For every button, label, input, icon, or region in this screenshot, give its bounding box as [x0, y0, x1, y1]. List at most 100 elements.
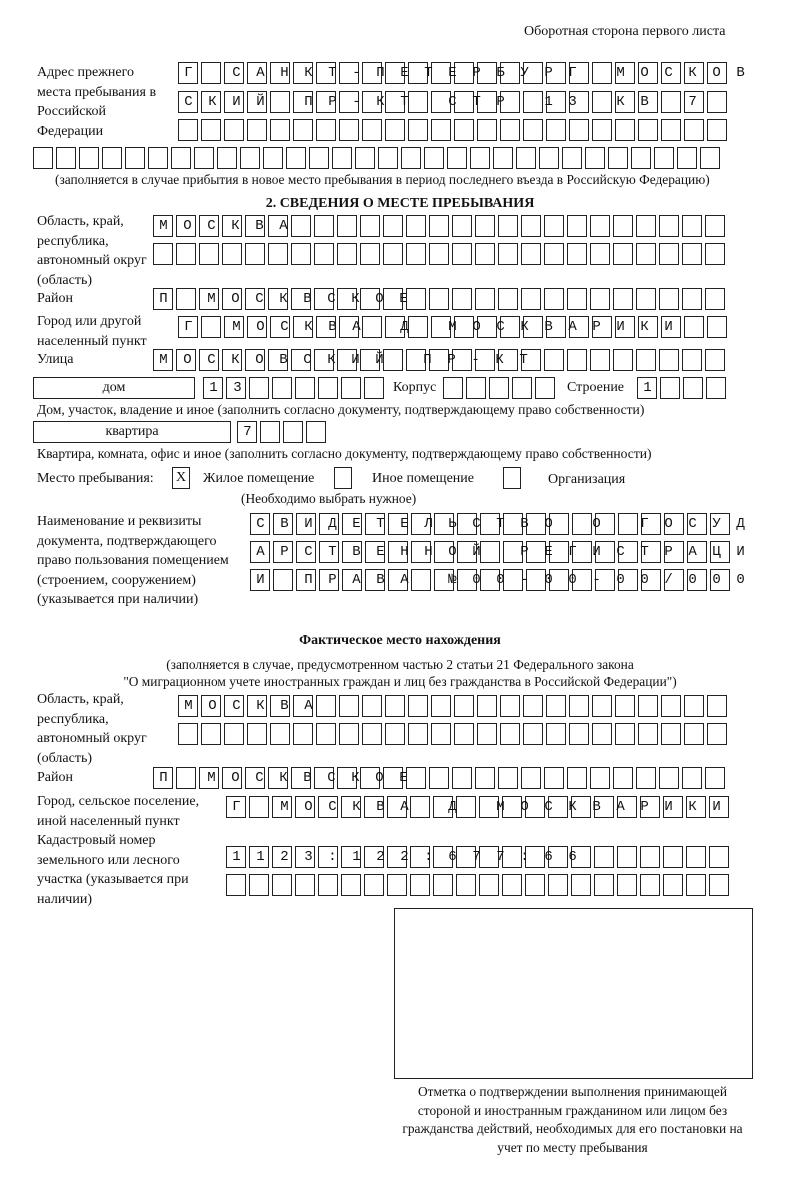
char-cell[interactable] [613, 767, 633, 789]
char-cell[interactable] [362, 723, 382, 745]
char-cell[interactable] [709, 846, 729, 868]
char-cell[interactable] [590, 288, 610, 310]
char-cell[interactable] [291, 767, 311, 789]
char-cell[interactable] [705, 243, 725, 265]
char-cell[interactable] [226, 874, 246, 896]
char-cell[interactable] [700, 147, 720, 169]
char-cell[interactable] [592, 695, 612, 717]
char-cell[interactable] [408, 119, 428, 141]
char-cell[interactable] [364, 846, 384, 868]
char-cell[interactable] [638, 723, 658, 745]
char-cell[interactable] [341, 796, 361, 818]
char-cell[interactable] [406, 288, 426, 310]
char-cell[interactable] [316, 695, 336, 717]
char-cell[interactable] [295, 874, 315, 896]
checkbox-residential[interactable]: X [172, 467, 190, 489]
char-cell[interactable] [615, 91, 635, 113]
char-cell[interactable] [546, 316, 566, 338]
apartment-type-field[interactable]: квартира [33, 421, 231, 443]
char-cell[interactable] [431, 316, 451, 338]
char-cell[interactable] [544, 767, 564, 789]
char-cell[interactable] [477, 695, 497, 717]
char-cell[interactable] [503, 541, 523, 563]
char-cell[interactable] [661, 695, 681, 717]
char-cell[interactable] [638, 316, 658, 338]
char-cell[interactable] [480, 569, 500, 591]
char-cell[interactable] [686, 874, 706, 896]
char-cell[interactable] [387, 874, 407, 896]
char-cell[interactable] [595, 541, 615, 563]
char-cell[interactable] [663, 874, 683, 896]
char-cell[interactable] [337, 767, 357, 789]
char-cell[interactable] [318, 846, 338, 868]
char-cell[interactable] [341, 874, 361, 896]
char-cell[interactable] [362, 91, 382, 113]
char-cell[interactable] [431, 119, 451, 141]
char-cell[interactable] [176, 349, 196, 371]
char-cell[interactable] [306, 421, 326, 443]
char-cell[interactable] [272, 377, 292, 399]
char-cell[interactable] [199, 215, 219, 237]
char-cell[interactable] [337, 349, 357, 371]
char-cell[interactable] [500, 119, 520, 141]
char-cell[interactable] [431, 91, 451, 113]
char-cell[interactable] [684, 62, 704, 84]
document-row-2[interactable]: АРСТВЕННОЙ РЕГИСТРАЦИ [250, 541, 751, 564]
char-cell[interactable] [457, 541, 477, 563]
char-cell[interactable] [521, 243, 541, 265]
char-cell[interactable] [178, 119, 198, 141]
char-cell[interactable] [592, 316, 612, 338]
house-cells[interactable]: 13 [203, 377, 392, 400]
char-cell[interactable] [293, 316, 313, 338]
char-cell[interactable] [385, 695, 405, 717]
char-cell[interactable] [443, 377, 463, 399]
char-cell[interactable] [171, 147, 191, 169]
char-cell[interactable] [498, 215, 518, 237]
char-cell[interactable] [408, 723, 428, 745]
char-cell[interactable] [640, 874, 660, 896]
char-cell[interactable] [456, 846, 476, 868]
char-cell[interactable] [489, 377, 509, 399]
char-cell[interactable] [526, 569, 546, 591]
char-cell[interactable] [270, 695, 290, 717]
char-cell[interactable] [383, 215, 403, 237]
char-cell[interactable] [684, 91, 704, 113]
char-cell[interactable] [705, 288, 725, 310]
char-cell[interactable] [249, 874, 269, 896]
char-cell[interactable] [526, 541, 546, 563]
char-cell[interactable] [613, 215, 633, 237]
char-cell[interactable] [245, 243, 265, 265]
char-cell[interactable] [503, 513, 523, 535]
char-cell[interactable] [237, 421, 257, 443]
char-cell[interactable] [424, 147, 444, 169]
char-cell[interactable] [201, 695, 221, 717]
char-cell[interactable] [638, 62, 658, 84]
char-cell[interactable] [661, 91, 681, 113]
char-cell[interactable] [178, 62, 198, 84]
char-cell[interactable] [452, 349, 472, 371]
char-cell[interactable] [498, 767, 518, 789]
char-cell[interactable] [661, 316, 681, 338]
char-cell[interactable] [613, 288, 633, 310]
char-cell[interactable] [385, 62, 405, 84]
char-cell[interactable] [385, 91, 405, 113]
char-cell[interactable] [567, 243, 587, 265]
char-cell[interactable] [636, 243, 656, 265]
char-cell[interactable] [684, 119, 704, 141]
char-cell[interactable] [454, 119, 474, 141]
char-cell[interactable] [222, 767, 242, 789]
char-cell[interactable] [332, 147, 352, 169]
char-cell[interactable] [153, 767, 173, 789]
char-cell[interactable] [466, 377, 486, 399]
char-cell[interactable] [707, 62, 727, 84]
char-cell[interactable] [710, 569, 730, 591]
actual-city-cells[interactable]: Г МОСКВА Д МОСКВАРИКИ [226, 796, 751, 819]
char-cell[interactable] [247, 695, 267, 717]
street-cells[interactable]: МОСКОВСКИЙ ПР-КТ [153, 349, 750, 372]
char-cell[interactable] [546, 723, 566, 745]
char-cell[interactable] [291, 349, 311, 371]
char-cell[interactable] [500, 723, 520, 745]
char-cell[interactable] [33, 147, 53, 169]
char-cell[interactable] [360, 767, 380, 789]
char-cell[interactable] [385, 316, 405, 338]
